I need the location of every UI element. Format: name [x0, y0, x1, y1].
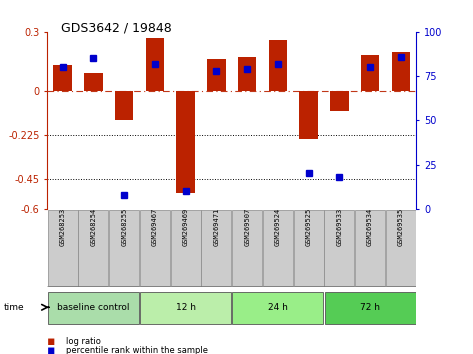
Bar	[294, 210, 324, 286]
Bar	[171, 210, 201, 286]
Bar	[84, 73, 103, 91]
Bar	[361, 56, 379, 91]
Bar	[269, 40, 287, 91]
Bar	[109, 210, 139, 286]
Bar	[232, 210, 262, 286]
Text: GSM269525: GSM269525	[306, 208, 312, 246]
Text: percentile rank within the sample: percentile rank within the sample	[66, 346, 208, 354]
Bar	[207, 59, 226, 91]
Bar	[324, 210, 354, 286]
Bar	[232, 292, 324, 324]
Bar	[201, 210, 231, 286]
Text: GSM269507: GSM269507	[244, 208, 250, 246]
Text: GSM268253: GSM268253	[60, 208, 66, 246]
Text: GDS3642 / 19848: GDS3642 / 19848	[61, 21, 172, 34]
Bar	[53, 65, 72, 91]
Bar	[140, 292, 231, 324]
Bar	[299, 91, 318, 139]
Text: GSM269535: GSM269535	[398, 208, 404, 246]
Text: GSM269533: GSM269533	[336, 208, 342, 246]
Text: GSM269471: GSM269471	[213, 208, 219, 246]
Text: GSM269467: GSM269467	[152, 208, 158, 246]
Bar	[48, 292, 139, 324]
Bar	[140, 210, 170, 286]
Text: GSM269524: GSM269524	[275, 208, 281, 246]
Text: time: time	[4, 303, 25, 312]
Bar	[392, 52, 410, 91]
Text: 24 h: 24 h	[268, 303, 288, 312]
Bar	[176, 91, 195, 193]
Text: GSM268255: GSM268255	[121, 208, 127, 246]
Text: GSM269469: GSM269469	[183, 208, 189, 246]
Text: 12 h: 12 h	[175, 303, 196, 312]
Bar	[115, 91, 133, 120]
Bar	[263, 210, 293, 286]
Text: GSM269534: GSM269534	[367, 208, 373, 246]
Bar	[324, 292, 416, 324]
Bar	[355, 210, 385, 286]
Text: baseline control: baseline control	[57, 303, 130, 312]
Bar	[146, 38, 164, 91]
Text: log ratio: log ratio	[66, 337, 101, 346]
Text: 72 h: 72 h	[360, 303, 380, 312]
Bar	[386, 210, 416, 286]
Bar	[48, 210, 78, 286]
Text: ▪: ▪	[47, 335, 56, 348]
Bar	[238, 57, 256, 91]
Bar	[79, 210, 108, 286]
Bar	[330, 91, 349, 110]
Text: GSM268254: GSM268254	[90, 208, 96, 246]
Text: ▪: ▪	[47, 344, 56, 354]
